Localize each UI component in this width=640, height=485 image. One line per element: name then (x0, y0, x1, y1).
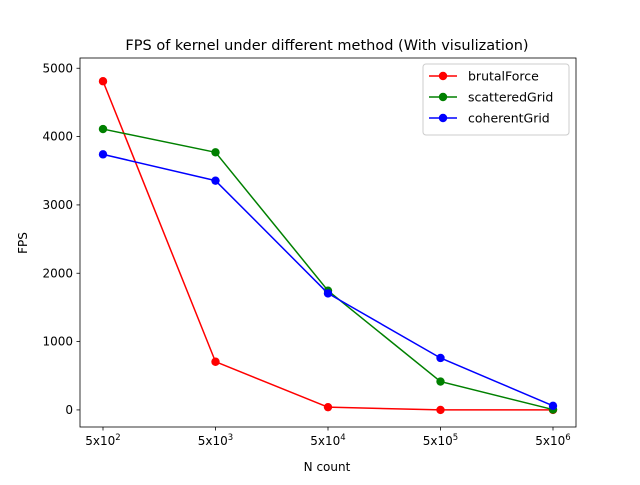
data-point-coherentGrid (323, 289, 333, 298)
data-point-coherentGrid (436, 353, 445, 363)
data-point-brutalForce (211, 357, 220, 366)
y-tick-label: 3000 (42, 198, 73, 212)
x-axis-label: N count (304, 460, 351, 474)
x-tick-label-base: 5x10 (85, 434, 115, 448)
x-tick-label: 5x106 (535, 433, 570, 448)
x-tick-label-base: 5x10 (198, 434, 228, 448)
x-tick-label: 5x103 (198, 433, 233, 448)
x-tick-label-exponent: 3 (228, 433, 233, 443)
legend-label-scatteredGrid: scatteredGrid (468, 90, 553, 105)
x-tick-label-base: 5x10 (535, 434, 565, 448)
x-tick-label-exponent: 4 (340, 433, 345, 443)
data-point-coherentGrid (98, 150, 108, 159)
x-tick-label: 5x104 (310, 433, 345, 448)
data-point-scatteredGrid (211, 148, 220, 157)
y-tick-label: 0 (65, 403, 73, 417)
y-tick-label: 1000 (42, 335, 73, 349)
data-point-brutalForce (98, 77, 108, 86)
data-point-coherentGrid (548, 401, 558, 411)
y-tick-label: 5000 (42, 61, 73, 75)
x-tick-label-exponent: 5 (453, 433, 458, 443)
y-tick-label: 4000 (42, 130, 73, 144)
chart-title: FPS of kernel under different method (Wi… (125, 38, 528, 54)
x-tick-label: 5x102 (85, 433, 120, 448)
data-point-scatteredGrid (98, 124, 108, 134)
x-tick-label: 5x105 (423, 433, 458, 448)
legend-marker-brutalForce (438, 71, 448, 81)
legend-label-brutalForce: brutalForce (468, 69, 539, 84)
x-tick-label-exponent: 2 (115, 433, 120, 443)
x-tick-label-exponent: 6 (565, 433, 570, 443)
legend-box (422, 63, 570, 136)
data-point-scatteredGrid (436, 377, 445, 386)
x-tick-label-base: 5x10 (310, 434, 340, 448)
data-point-coherentGrid (211, 176, 220, 185)
legend: brutalForce scatteredGrid coherentGrid (422, 63, 570, 136)
legend-marker-coherentGrid (438, 113, 448, 123)
legend-label-coherentGrid: coherentGrid (468, 111, 550, 126)
y-tick-label: 2000 (42, 266, 73, 280)
y-axis-label: FPS (16, 232, 30, 254)
legend-marker-scatteredGrid (438, 92, 448, 102)
x-tick-label-base: 5x10 (423, 434, 453, 448)
data-point-brutalForce (436, 405, 445, 415)
data-point-brutalForce (323, 402, 333, 412)
